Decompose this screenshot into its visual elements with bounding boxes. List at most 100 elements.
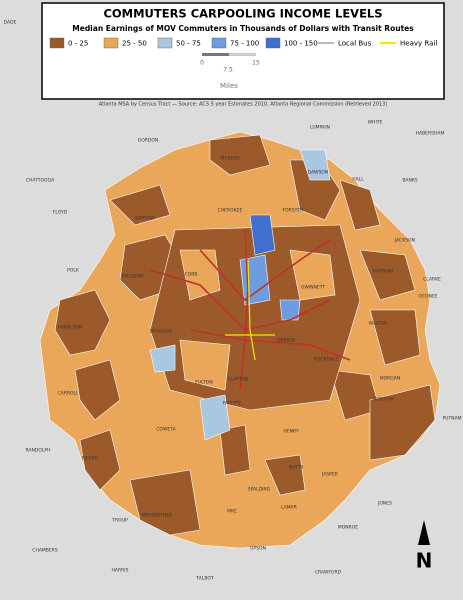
county-label: CHAMBERS [32,548,58,554]
county-label: FLOYD [53,210,68,216]
county-label: FAYETTE [223,401,242,407]
county-label: MONROE [338,525,358,531]
legend-label: 75 - 100 [230,40,259,48]
region-moderate [179,339,231,391]
county-label: DOUGLAS [150,329,172,335]
county-label: CLARKE [423,277,441,283]
region-low [369,309,421,366]
county-label: TROUP [111,518,128,524]
county-label: LAMAR [281,505,297,511]
scale-unit: Miles [220,82,238,90]
county-label: PICKENS [220,156,239,162]
bus-route [189,329,351,361]
region-low [74,359,121,421]
bus-route [239,229,249,391]
region-low [264,454,306,496]
county-label: CRAWFORD [315,570,342,576]
scale-bar [229,53,256,56]
bus-route [199,239,331,302]
legend-label: 25 - 50 [122,40,147,48]
county-label: COBB [185,272,198,278]
county-label: HABERSHAM [416,131,445,137]
county-label: DEKALB [277,338,295,344]
region-low [54,289,111,356]
county-label: HENRY [283,429,298,435]
county-label: POLK [67,268,80,274]
title: COMMUTERS CARPOOLING INCOME LEVELS [103,7,382,21]
region-low [339,179,381,231]
county-label: NEWTON [373,397,393,403]
county-label: WHITE [368,120,383,126]
county-label: HARRIS [112,568,129,574]
region-high [279,299,301,321]
county-label: CHEROKEE [218,208,243,214]
county-label: BUTTS [289,465,304,471]
county-label: MERIWETHER [142,513,173,519]
county-label: CARROLL [57,391,79,397]
region-moderate [289,249,336,301]
county-label: HEARD [82,456,98,462]
rail-line [247,259,256,361]
region-moderate [179,249,221,301]
county-label: TALBOT [195,576,214,582]
region-mid [199,394,231,441]
legend: 0 - 25 25 - 50 50 - 75 75 - 100 100 - 150 Loc… [49,37,437,90]
county-label: GWINNETT [301,285,326,291]
legend-swatch [211,37,227,49]
legend-swatch [49,37,65,49]
legend-label: 0 - 25 [68,40,88,48]
legend-swatch [157,37,173,49]
county-label: OCONEE [418,294,437,300]
county-label: PAULDING [122,274,145,280]
county-label: MORGAN [380,376,400,382]
county-label: BANKS [402,178,417,184]
county-label: WALTON [369,321,388,327]
transit [149,229,351,391]
legend-swatch [103,37,119,49]
scale-tick-label: 7.5 [223,67,233,74]
region-low [219,424,251,476]
region-high [239,254,271,306]
subtitle: Median Earnings of MOV Commuters in Thou… [72,24,414,33]
county-label: LUMPKIN [310,125,330,131]
legend-label: 50 - 75 [176,40,201,48]
legend-label: Local Bus [338,40,372,48]
north-arrow: N [416,520,433,573]
region-mid [149,344,176,373]
scale-tick-label: 0 [200,60,204,67]
county-label: PIKE [227,509,237,515]
county-label: FULTON [195,380,212,386]
scale-tick-label: 15 [252,60,260,67]
region-low [359,249,416,301]
county-labels: DADE GORDON CHATTOOGA FLOYD POLK HARALSON CARR… [4,20,462,582]
county-label: UPSON [250,546,266,552]
legend-box [41,2,445,100]
county-label: JASPER [321,472,338,478]
county-label: BARROW [373,269,394,275]
counties [39,131,441,549]
county-label: HALL [352,177,364,183]
legend-swatch [265,37,281,49]
region-low [209,134,271,176]
county-label: HARALSON [58,325,83,331]
north-arrow-head [418,520,430,545]
source: Atlanta MSA by Census Tract — Source: AC… [99,102,388,108]
legend-label: Heavy Rail [400,40,437,48]
region-low [129,469,201,536]
county-label: GORDON [138,138,159,144]
county-label: RANDOLPH [25,448,50,454]
region-low [79,429,121,491]
county-label: PUTNAM [442,416,461,422]
county-label: ROCKDALE [314,357,339,363]
county-label: BARTOW [135,216,155,222]
region-low [109,184,171,226]
county-label: FORSYTH [283,208,304,214]
county-label: JONES [377,501,392,507]
region-low [369,384,436,461]
county-label: SPALDING [248,487,271,493]
scale-bar [202,53,229,56]
county-label: CLAYTON [228,377,249,383]
north-label: N [416,549,433,573]
county-label: JACKSON [394,238,415,244]
